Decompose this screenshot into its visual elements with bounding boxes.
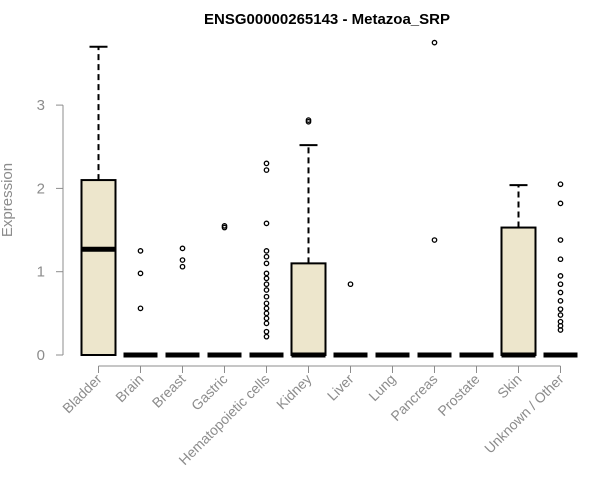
- outlier-point: [557, 256, 564, 263]
- box-bladder: [80, 45, 117, 356]
- y-tick-label: 3: [37, 97, 45, 114]
- box-hematopoietic-cells: [249, 160, 284, 358]
- x-tick-label: Skin: [494, 371, 525, 402]
- x-tick-label: Breast: [149, 371, 189, 411]
- outlier-point: [557, 281, 564, 288]
- box-body: [80, 179, 117, 356]
- y-tick-label: 2: [37, 180, 45, 197]
- outlier-point: [137, 305, 144, 312]
- box-pancreas: [417, 39, 452, 358]
- outlier-point: [557, 312, 564, 318]
- outlier-point: [263, 310, 270, 317]
- box-body: [500, 226, 537, 356]
- x-tick-label: Bladder: [59, 371, 105, 417]
- box-brain: [123, 248, 158, 358]
- box-skin: [500, 184, 537, 358]
- x-tick-label: Brain: [112, 371, 146, 405]
- box-liver: [333, 281, 368, 358]
- x-tick-label: Pancreas: [387, 371, 440, 424]
- outlier-point: [179, 263, 186, 270]
- outlier-point: [431, 39, 438, 46]
- outlier-point: [263, 328, 270, 335]
- box-breast: [165, 245, 200, 358]
- box-kidney: [290, 117, 327, 358]
- y-axis: 0 1 2 3: [37, 97, 64, 364]
- outlier-point: [179, 245, 186, 252]
- outlier-point: [263, 281, 270, 288]
- box-body: [290, 262, 327, 356]
- outlier-point: [263, 287, 270, 293]
- outlier-point: [263, 248, 270, 254]
- y-axis-label: Expression: [0, 163, 16, 237]
- x-tick-label: Unknown / Other: [481, 371, 567, 457]
- outlier-point: [263, 315, 270, 322]
- outlier-point: [137, 248, 144, 254]
- outlier-point: [263, 260, 270, 267]
- outlier-point: [557, 237, 564, 243]
- box-series: [80, 39, 578, 358]
- outlier-point: [137, 270, 144, 277]
- box-gastric: [207, 223, 242, 358]
- outlier-point: [263, 270, 270, 277]
- y-tick-label: 1: [37, 264, 45, 281]
- outlier-point: [557, 273, 564, 279]
- y-tick-label: 0: [37, 347, 45, 364]
- outlier-point: [179, 257, 186, 263]
- box-unknown-other: [543, 181, 578, 358]
- outlier-point: [263, 167, 270, 173]
- outlier-point: [557, 298, 564, 304]
- outlier-point: [263, 300, 270, 307]
- outlier-point: [263, 320, 270, 327]
- chart-title: ENSG00000265143 - Metazoa_SRP: [204, 11, 450, 28]
- outlier-point: [557, 306, 564, 313]
- outlier-point: [557, 200, 564, 207]
- outlier-point: [263, 253, 270, 260]
- outlier-point: [221, 223, 228, 229]
- x-tick-label: Kidney: [273, 371, 315, 413]
- outlier-point: [263, 293, 270, 300]
- outlier-point: [557, 181, 564, 188]
- outlier-point: [263, 275, 270, 282]
- x-tick-label: Lung: [365, 371, 398, 404]
- outlier-point: [263, 220, 270, 227]
- outlier-point: [263, 160, 270, 167]
- outlier-point: [263, 305, 270, 312]
- outlier-point: [263, 333, 270, 340]
- x-tick-label: Prostate: [434, 371, 482, 419]
- outlier-point: [557, 289, 564, 296]
- outlier-point: [347, 281, 354, 288]
- outlier-point: [305, 117, 312, 123]
- outlier-point: [431, 237, 438, 243]
- x-tick-label: Liver: [324, 371, 357, 404]
- outlier-point: [557, 318, 564, 325]
